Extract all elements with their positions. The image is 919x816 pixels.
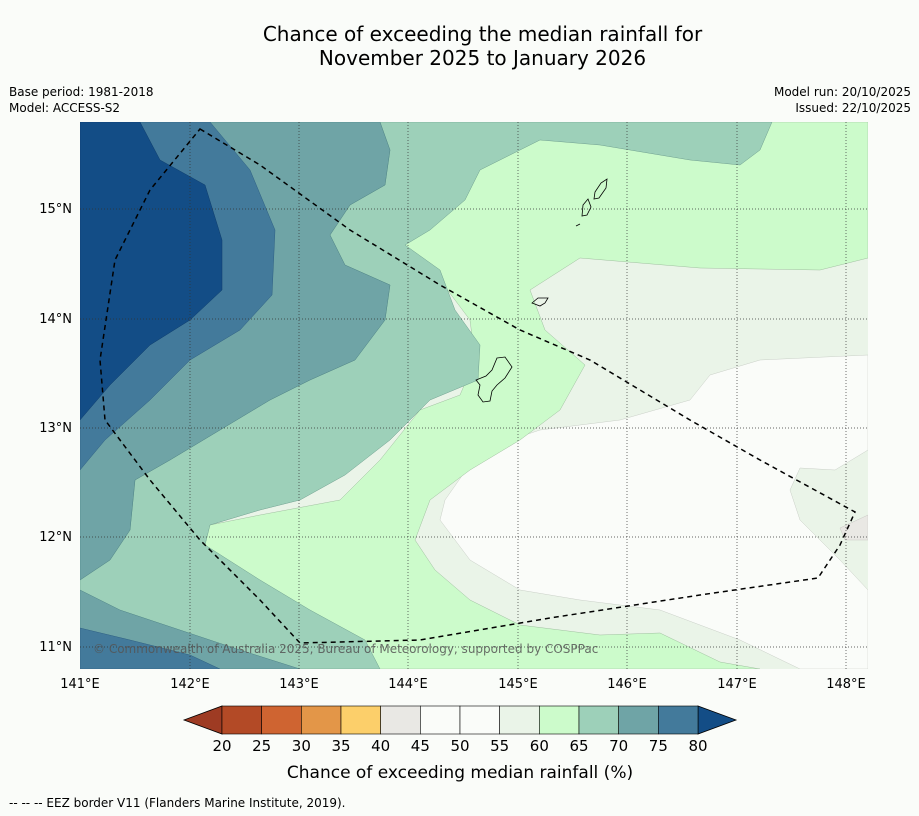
colorbar-segment	[619, 706, 659, 734]
colorbar-tick-label: 35	[331, 737, 350, 755]
lon-label: 143°E	[279, 677, 319, 692]
colorbar-tick-label: 20	[212, 737, 231, 755]
rainfall-probability-map: © Commonwealth of Australia 2025, Bureau…	[80, 122, 868, 669]
colorbar-segment	[381, 706, 421, 734]
colorbar-tick-label: 45	[411, 737, 430, 755]
colorbar-tick-label: 30	[292, 737, 311, 755]
colorbar-tick-label: 70	[609, 737, 628, 755]
lon-label: 147°E	[717, 677, 757, 692]
lat-labels: 15°N 14°N 13°N 12°N 11°N	[39, 202, 72, 655]
lat-label: 11°N	[39, 640, 72, 655]
colorbar: 20 25 30 35 40 45 50 55 60 65 70 75 80 Chance of exc…	[184, 706, 736, 783]
colorbar-tick-label: 65	[569, 737, 588, 755]
colorbar-tick-label: 50	[450, 737, 469, 755]
colorbar-tick-label: 80	[688, 737, 707, 755]
colorbar-segment	[262, 706, 302, 734]
colorbar-over-arrow	[698, 706, 736, 734]
colorbar-segment	[658, 706, 698, 734]
map-figure: © Commonwealth of Australia 2025, Bureau…	[0, 0, 919, 816]
colorbar-segment	[301, 706, 341, 734]
lon-label: 145°E	[498, 677, 538, 692]
lat-label: 12°N	[39, 530, 72, 545]
colorbar-segment	[579, 706, 619, 734]
colorbar-tick-label: 75	[649, 737, 668, 755]
lat-label: 14°N	[39, 312, 72, 327]
lon-label: 144°E	[388, 677, 428, 692]
lon-label: 142°E	[170, 677, 210, 692]
colorbar-tick-label: 60	[530, 737, 549, 755]
colorbar-segment	[539, 706, 579, 734]
lat-label: 13°N	[39, 421, 72, 436]
colorbar-under-arrow	[184, 706, 222, 734]
colorbar-segment	[222, 706, 262, 734]
colorbar-tick-label: 25	[252, 737, 271, 755]
colorbar-segment	[500, 706, 540, 734]
colorbar-segment	[460, 706, 500, 734]
footnote: -- -- -- EEZ border V11 (Flanders Marine…	[9, 796, 346, 810]
colorbar-segment	[420, 706, 460, 734]
colorbar-tick-label: 55	[490, 737, 509, 755]
colorbar-label: Chance of exceeding median rainfall (%)	[287, 763, 633, 783]
lon-labels: 141°E 142°E 143°E 144°E 145°E 146°E 147°…	[60, 677, 866, 692]
lon-label: 146°E	[607, 677, 647, 692]
colorbar-segment	[341, 706, 381, 734]
colorbar-tick-label: 40	[371, 737, 390, 755]
lon-label: 148°E	[826, 677, 866, 692]
lon-label: 141°E	[60, 677, 100, 692]
lat-label: 15°N	[39, 202, 72, 217]
copyright-text: © Commonwealth of Australia 2025, Bureau…	[93, 642, 598, 656]
